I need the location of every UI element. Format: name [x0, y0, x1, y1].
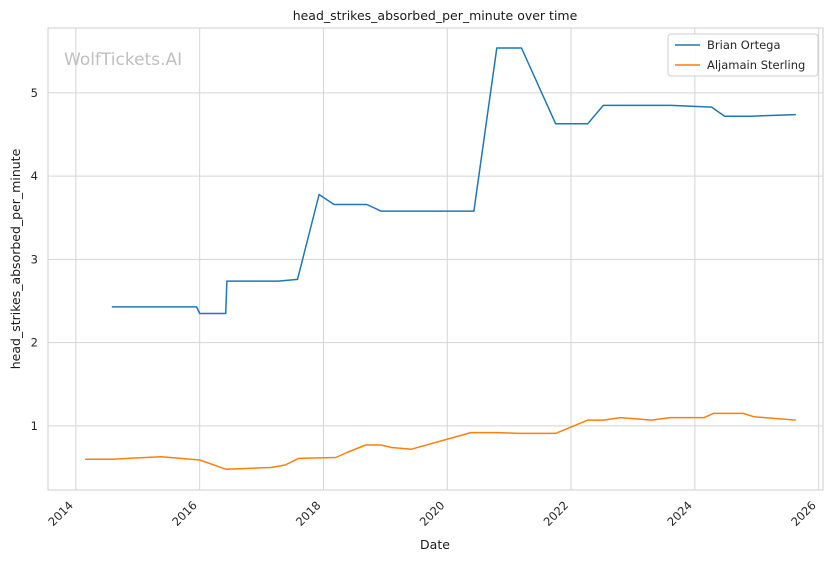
x-tick-label: 2016	[169, 498, 200, 529]
y-tick-label: 5	[31, 86, 38, 100]
grid	[48, 28, 823, 490]
y-tick-label: 4	[31, 169, 38, 183]
y-tick-label: 2	[31, 336, 38, 350]
x-axis-ticks: 2014 2016 2018 2020 2022 2024 2026	[45, 498, 818, 529]
x-tick-label: 2014	[45, 498, 76, 529]
watermark: WolfTickets.AI	[64, 50, 182, 70]
y-axis-label: head_strikes_absorbed_per_minute	[8, 148, 23, 369]
x-tick-label: 2018	[293, 498, 324, 529]
legend-label-aljamain-sterling: Aljamain Sterling	[707, 58, 805, 72]
legend-label-brian-ortega: Brian Ortega	[707, 38, 781, 52]
x-tick-label: 2024	[664, 498, 695, 529]
legend: Brian Ortega Aljamain Sterling	[667, 33, 819, 77]
legend-box	[667, 33, 819, 77]
x-axis-label: Date	[420, 537, 450, 552]
series-line-aljamain-sterling	[85, 412, 796, 470]
series-line-brian-ortega	[111, 47, 796, 315]
y-tick-label: 3	[31, 252, 38, 266]
series-layer	[85, 47, 796, 470]
y-axis-ticks: 1 2 3 4 5	[31, 86, 38, 433]
x-tick-label: 2022	[541, 498, 572, 529]
chart-title: head_strikes_absorbed_per_minute over ti…	[293, 8, 578, 23]
x-tick-label: 2020	[417, 498, 448, 529]
x-tick-label: 2026	[788, 498, 819, 529]
y-tick-label: 1	[31, 419, 38, 433]
